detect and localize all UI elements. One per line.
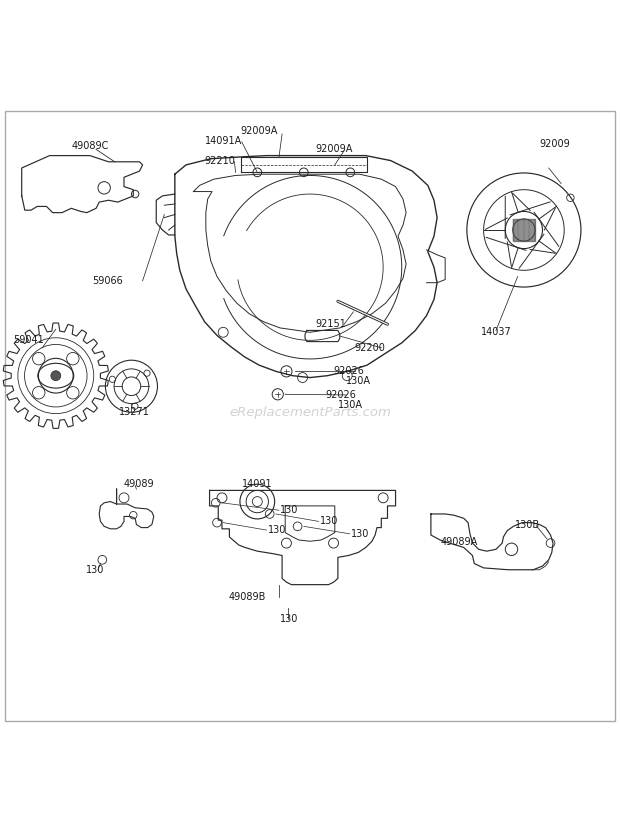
Text: 130A: 130A (346, 376, 371, 386)
Text: 49089A: 49089A (440, 537, 477, 547)
Text: 130: 130 (268, 525, 286, 535)
Circle shape (51, 371, 61, 381)
Text: 14037: 14037 (480, 327, 511, 337)
Text: 130: 130 (86, 565, 104, 575)
Text: 130: 130 (280, 505, 299, 515)
Text: 130A: 130A (338, 400, 363, 410)
Text: 130: 130 (320, 517, 339, 527)
Text: 49089: 49089 (124, 479, 154, 489)
Text: 92009A: 92009A (241, 126, 278, 136)
Text: 92151: 92151 (315, 319, 346, 329)
Text: 13271: 13271 (119, 408, 150, 418)
Text: eReplacementParts.com: eReplacementParts.com (229, 406, 391, 419)
Text: 92210: 92210 (205, 156, 236, 166)
Polygon shape (513, 219, 535, 241)
Text: 130: 130 (351, 529, 370, 539)
Text: 59066: 59066 (92, 276, 123, 286)
Text: 49089C: 49089C (71, 141, 108, 151)
Text: 92026: 92026 (334, 366, 365, 376)
Text: 130B: 130B (515, 519, 540, 529)
Text: 49089B: 49089B (228, 592, 265, 602)
Text: 92009A: 92009A (315, 145, 352, 155)
Text: 92009: 92009 (539, 140, 570, 150)
Text: 92026: 92026 (326, 390, 356, 400)
Text: 130: 130 (280, 614, 299, 624)
Text: 14091: 14091 (242, 479, 272, 489)
Text: 14091A: 14091A (205, 136, 242, 146)
Text: 59041: 59041 (14, 335, 45, 345)
Text: 92200: 92200 (355, 343, 386, 353)
